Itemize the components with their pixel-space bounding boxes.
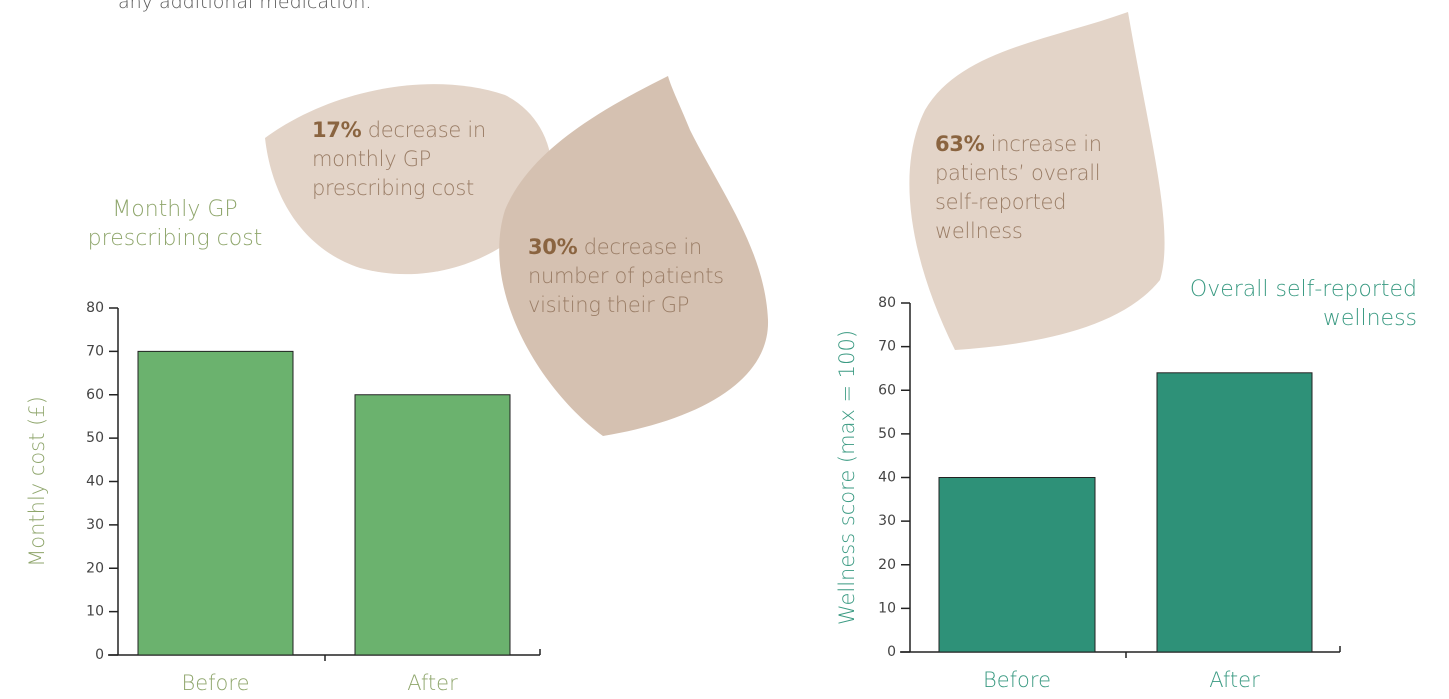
y-tick-label: 20 — [878, 557, 896, 573]
chart-title: Overall self-reported wellness — [1150, 275, 1417, 333]
callout-highlight: 17% — [312, 118, 361, 142]
callout: 30% decrease in number of patients visit… — [528, 233, 753, 320]
bar — [939, 478, 1095, 653]
y-tick-label: 0 — [887, 644, 896, 660]
chart-title: Monthly GP prescribing cost — [70, 195, 280, 253]
callout-highlight: 63% — [935, 132, 984, 156]
x-tick-label: After — [1209, 668, 1260, 692]
x-tick-label: After — [407, 671, 458, 695]
page: 0 10 20 30 40 50 60 70 80 Monthly cost (£) Before A… — [0, 0, 1449, 699]
y-tick-label: 10 — [86, 604, 104, 620]
y-tick-label: 50 — [878, 426, 896, 442]
callout-highlight: 30% — [528, 235, 577, 259]
y-tick-label: 40 — [878, 470, 896, 486]
y-tick-label: 60 — [86, 387, 104, 403]
y-tick-label: 40 — [86, 474, 104, 490]
x-tick-label: Before — [983, 668, 1051, 692]
callout: 63% increase in patients’ overall self-r… — [935, 130, 1145, 246]
y-tick-label: 10 — [878, 600, 896, 616]
intro-text: any additional medication. — [118, 0, 371, 13]
y-tick-label: 30 — [86, 517, 104, 533]
y-tick-label: 30 — [878, 513, 896, 529]
y-tick-label: 70 — [878, 339, 896, 355]
bar — [138, 351, 293, 655]
y-tick-label: 0 — [95, 647, 104, 663]
y-tick-label: 80 — [86, 300, 104, 316]
y-tick-label: 60 — [878, 382, 896, 398]
bar — [355, 395, 510, 655]
y-tick-label: 50 — [86, 430, 104, 446]
x-tick-label: Before — [181, 671, 249, 695]
y-tick-label: 20 — [86, 560, 104, 576]
bar — [1157, 373, 1312, 652]
y-axis-label: Wellness score (max = 100) — [835, 330, 859, 625]
y-axis-label: Monthly cost (£) — [25, 396, 49, 567]
callout: 17% decrease in monthly GP prescribing c… — [312, 116, 512, 203]
y-tick-label: 80 — [878, 295, 896, 311]
infographic: 0 10 20 30 40 50 60 70 80 Monthly cost (£) Before A… — [0, 0, 1449, 699]
y-tick-label: 70 — [86, 343, 104, 359]
